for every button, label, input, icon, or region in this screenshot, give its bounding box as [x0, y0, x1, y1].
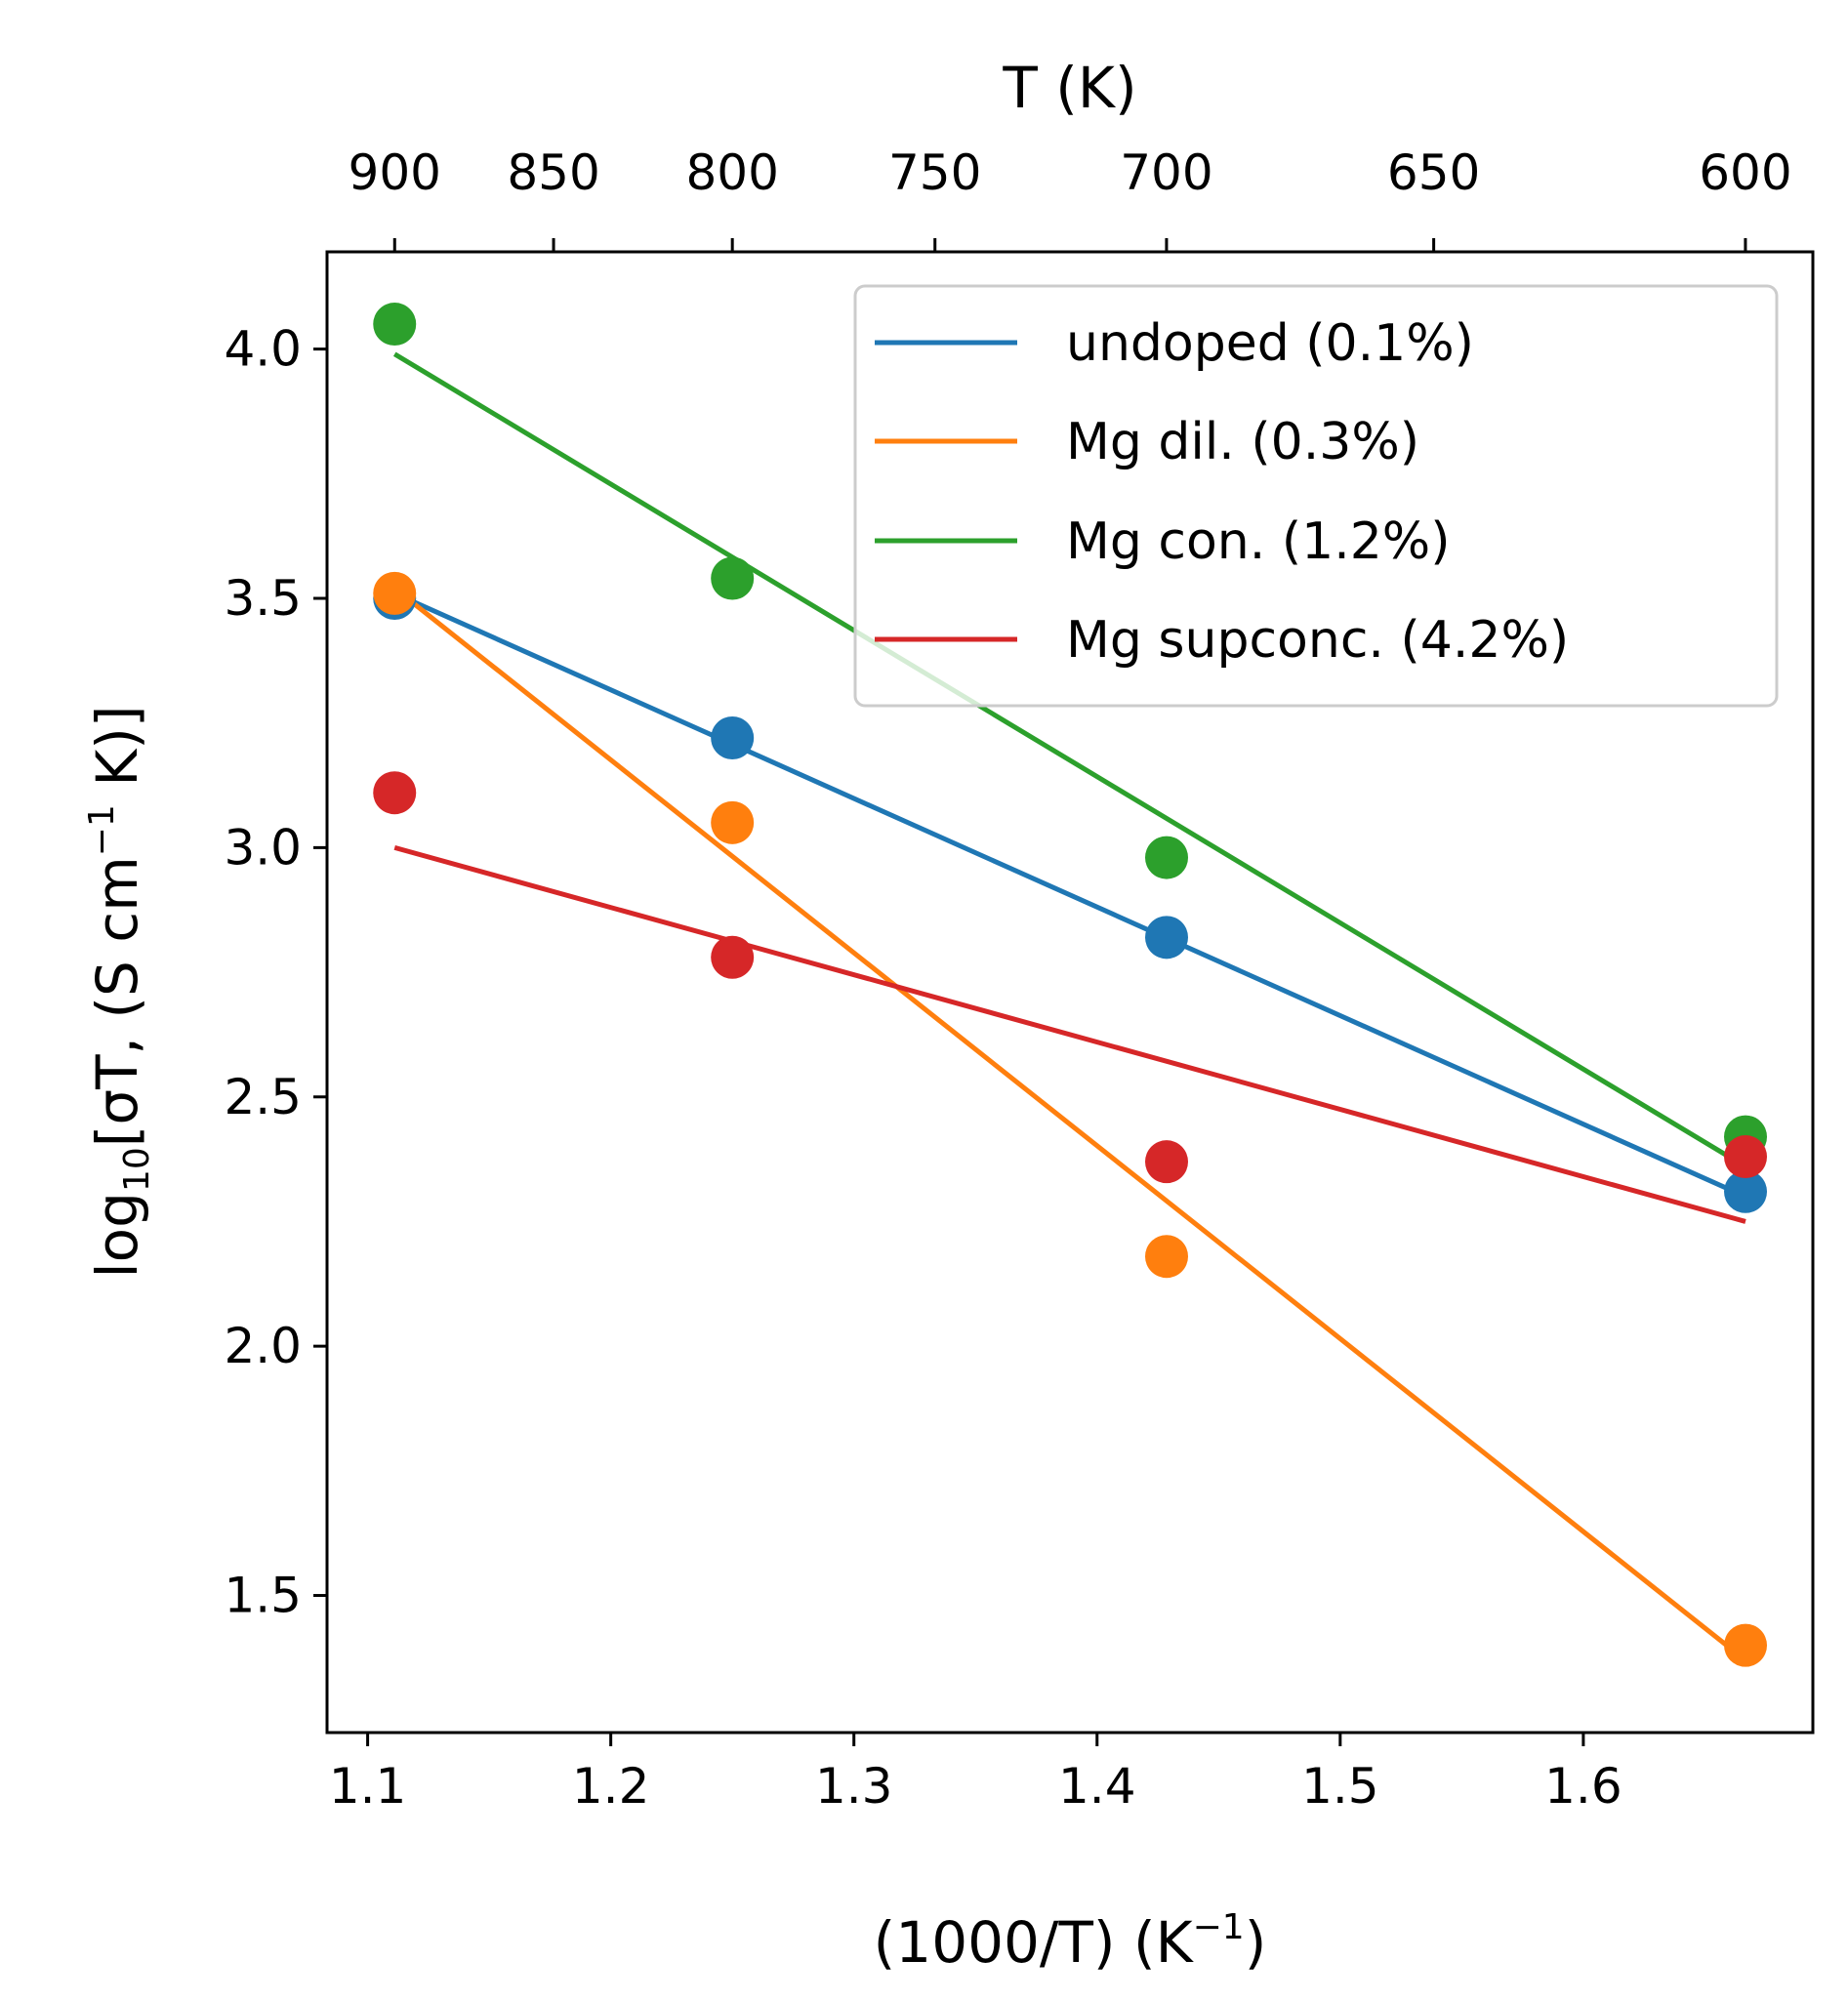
data-point-series-2-0: [373, 303, 417, 347]
x-tick-label: 1.1: [329, 1758, 407, 1815]
y-axis-label-pre: log: [84, 1192, 150, 1278]
x-tick-label: 1.4: [1058, 1758, 1136, 1815]
fit-line-series-1: [392, 586, 1747, 1662]
legend-label-series-0: undoped (0.1%): [1066, 314, 1474, 373]
data-point-series-3-2: [1145, 1140, 1189, 1184]
x-axis-label-sup: −1: [1193, 1907, 1245, 1947]
data-point-series-1-2: [1145, 1235, 1189, 1279]
data-point-series-2-1: [711, 556, 755, 600]
y-axis-label-sub: 10: [117, 1147, 157, 1192]
legend-label-series-1: Mg dil. (0.3%): [1066, 413, 1419, 471]
top-tick-label: 600: [1699, 144, 1791, 201]
data-point-series-3-1: [711, 935, 755, 979]
fit-line-series-0: [393, 591, 1747, 1200]
data-points: [373, 303, 1768, 1667]
top-tick-label: 800: [685, 144, 778, 201]
x-axis-label: (1000/T) (K−1): [874, 1907, 1267, 1976]
x-tick-label: 1.5: [1301, 1758, 1379, 1815]
y-tick-label: 1.5: [224, 1568, 302, 1624]
top-tick-label: 900: [349, 144, 441, 201]
data-point-series-0-3: [1724, 1169, 1768, 1213]
x-axis-ticks: 1.1 1.2 1.3 1.4 1.5 1.6: [329, 1733, 1622, 1815]
x-tick-label: 1.3: [815, 1758, 893, 1815]
x-axis-label-end: ): [1245, 1909, 1267, 1976]
top-axis-ticks: 900 850 800 750 700 650 600: [349, 144, 1792, 252]
data-point-series-2-2: [1145, 836, 1189, 879]
legend-label-series-2: Mg con. (1.2%): [1066, 512, 1451, 571]
top-tick-label: 650: [1387, 144, 1480, 201]
y-axis-ticks: 1.5 2.0 2.5 3.0 3.5 4.0: [224, 321, 327, 1624]
y-tick-label: 3.5: [224, 570, 302, 627]
legend: undoped (0.1%) Mg dil. (0.3%) Mg con. (1.2…: [853, 284, 1779, 708]
legend-label-series-3: Mg supconc. (4.2%): [1066, 611, 1569, 670]
data-point-series-1-3: [1724, 1623, 1768, 1667]
x-tick-label: 1.2: [572, 1758, 650, 1815]
fit-lines: [392, 351, 1747, 1662]
data-point-series-1-0: [373, 571, 417, 615]
data-point-series-0-2: [1145, 916, 1189, 960]
y-axis-label-mid: [σT, (S cm: [84, 856, 150, 1147]
y-tick-label: 2.5: [224, 1069, 302, 1125]
top-tick-label: 700: [1120, 144, 1212, 201]
y-tick-label: 3.0: [224, 819, 302, 876]
y-axis-label: log10[σT, (S cm−1 K)]: [82, 705, 157, 1278]
y-tick-label: 2.0: [224, 1318, 302, 1374]
data-point-series-1-1: [711, 800, 755, 844]
data-point-series-3-0: [373, 771, 417, 815]
plot-frame: [325, 250, 1815, 1735]
fit-line-series-3: [393, 844, 1746, 1224]
top-tick-label: 750: [888, 144, 981, 201]
y-tick-label: 4.0: [224, 321, 302, 378]
top-axis-label: T (K): [1002, 55, 1136, 121]
x-axis-label-main: (1000/T) (K: [874, 1909, 1195, 1976]
y-axis-label-end: K)]: [84, 705, 150, 804]
data-point-series-3-3: [1724, 1135, 1768, 1179]
x-tick-label: 1.6: [1544, 1758, 1622, 1815]
legend-box: [853, 284, 1779, 708]
top-tick-label: 850: [507, 144, 599, 201]
y-axis-label-sup: −1: [82, 804, 122, 856]
legend-entries: undoped (0.1%) Mg dil. (0.3%) Mg con. (1.2…: [875, 314, 1569, 670]
data-point-series-0-1: [711, 716, 755, 760]
fit-line-series-2: [392, 351, 1747, 1169]
